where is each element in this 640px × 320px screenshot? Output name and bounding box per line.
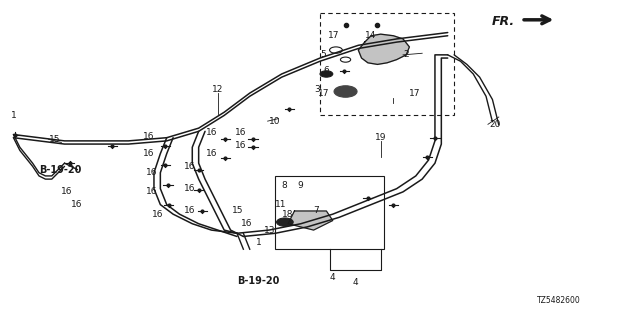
Text: 18: 18 <box>282 210 293 219</box>
Bar <box>275 176 384 249</box>
Text: 7: 7 <box>314 206 319 215</box>
Text: 10: 10 <box>269 117 280 126</box>
Text: 16: 16 <box>235 141 246 150</box>
Polygon shape <box>288 211 333 230</box>
Text: TZ5482600: TZ5482600 <box>537 296 581 305</box>
Text: 17: 17 <box>410 89 421 98</box>
Text: 12: 12 <box>212 85 223 94</box>
Text: 15: 15 <box>49 135 60 144</box>
Text: B-19-20: B-19-20 <box>237 276 279 286</box>
Text: 2: 2 <box>403 50 409 59</box>
Text: 16: 16 <box>206 128 218 137</box>
Text: 14: 14 <box>365 31 376 40</box>
Text: B-19-20: B-19-20 <box>39 164 81 174</box>
Bar <box>320 13 454 116</box>
Circle shape <box>334 86 357 97</box>
Text: 16: 16 <box>143 132 154 140</box>
Text: 15: 15 <box>232 206 243 215</box>
Text: 4: 4 <box>330 273 335 282</box>
Text: 1: 1 <box>256 238 262 247</box>
Text: 16: 16 <box>241 219 253 228</box>
Text: 9: 9 <box>298 181 303 190</box>
Text: 4: 4 <box>352 278 358 287</box>
Text: 16: 16 <box>146 168 157 177</box>
Text: 5: 5 <box>321 50 326 59</box>
Text: 16: 16 <box>152 210 164 219</box>
Circle shape <box>276 218 293 226</box>
Polygon shape <box>358 34 410 64</box>
Text: 16: 16 <box>61 188 73 196</box>
Text: 16: 16 <box>143 149 154 158</box>
Text: 20: 20 <box>489 120 500 130</box>
Circle shape <box>320 71 333 77</box>
Text: 17: 17 <box>318 89 330 98</box>
Text: 3: 3 <box>314 85 320 94</box>
Text: 13: 13 <box>264 226 276 235</box>
Text: FR.: FR. <box>492 15 515 28</box>
Text: 16: 16 <box>235 128 246 137</box>
Text: 19: 19 <box>375 133 387 142</box>
Text: 16: 16 <box>184 206 195 215</box>
Text: 11: 11 <box>275 200 287 209</box>
Text: 16: 16 <box>184 162 195 171</box>
Text: 1: 1 <box>11 111 17 120</box>
Text: 17: 17 <box>328 31 339 40</box>
Text: 16: 16 <box>206 149 218 158</box>
Text: 16: 16 <box>146 188 157 196</box>
Text: 16: 16 <box>184 184 195 193</box>
Text: 6: 6 <box>324 66 330 75</box>
Text: 8: 8 <box>282 181 287 190</box>
Text: 16: 16 <box>71 200 83 209</box>
